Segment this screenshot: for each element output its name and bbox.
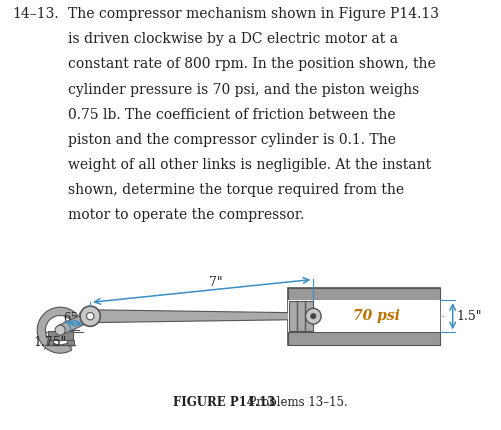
Text: The compressor mechanism shown in Figure P14.13: The compressor mechanism shown in Figure… bbox=[68, 7, 438, 21]
Text: 1.75": 1.75" bbox=[33, 336, 67, 349]
Bar bbox=[288, 288, 439, 345]
Text: 65°: 65° bbox=[63, 312, 84, 325]
Text: cylinder pressure is 70 psi, and the piston weighs: cylinder pressure is 70 psi, and the pis… bbox=[68, 83, 418, 96]
Text: shown, determine the torque required from the: shown, determine the torque required fro… bbox=[68, 183, 403, 197]
Circle shape bbox=[86, 313, 94, 320]
Text: FIGURE P14.13: FIGURE P14.13 bbox=[173, 396, 275, 409]
Polygon shape bbox=[90, 310, 313, 322]
Text: constant rate of 800 rpm. In the position shown, the: constant rate of 800 rpm. In the positio… bbox=[68, 58, 435, 71]
Bar bbox=[288, 332, 439, 345]
Text: Problems 13–15.: Problems 13–15. bbox=[240, 396, 347, 409]
Bar bbox=[288, 288, 439, 300]
Text: weight of all other links is negligible. At the instant: weight of all other links is negligible.… bbox=[68, 158, 430, 172]
Circle shape bbox=[55, 325, 65, 335]
Text: is driven clockwise by a DC electric motor at a: is driven clockwise by a DC electric mot… bbox=[68, 32, 397, 46]
Text: 1.5": 1.5" bbox=[455, 310, 481, 322]
Text: 0.75 lb. The coefficient of friction between the: 0.75 lb. The coefficient of friction bet… bbox=[68, 108, 395, 122]
Circle shape bbox=[305, 308, 321, 324]
Text: 70 psi: 70 psi bbox=[352, 309, 399, 323]
Wedge shape bbox=[37, 307, 78, 353]
Bar bbox=[289, 301, 312, 332]
Bar bbox=[288, 300, 439, 332]
Bar bbox=[47, 340, 53, 345]
Circle shape bbox=[80, 306, 100, 326]
Text: motor to operate the compressor.: motor to operate the compressor. bbox=[68, 208, 304, 222]
Circle shape bbox=[310, 313, 316, 319]
Text: 14–13.: 14–13. bbox=[13, 7, 59, 21]
Bar bbox=[48, 331, 73, 340]
Polygon shape bbox=[58, 312, 92, 335]
Bar bbox=[67, 340, 73, 345]
Text: 7": 7" bbox=[208, 276, 222, 289]
Text: piston and the compressor cylinder is 0.1. The: piston and the compressor cylinder is 0.… bbox=[68, 133, 395, 147]
